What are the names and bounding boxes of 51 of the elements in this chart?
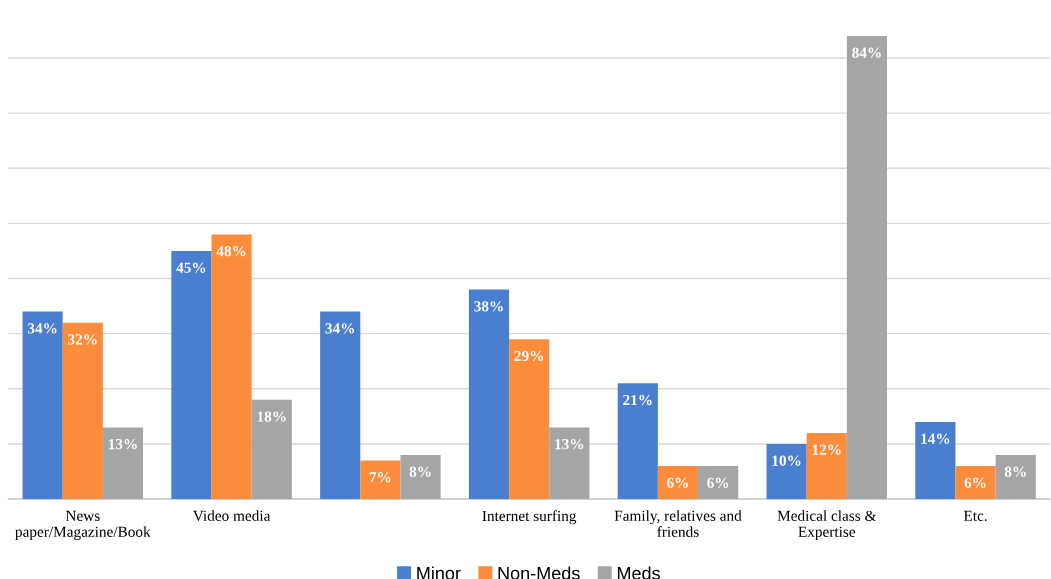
bar [549, 427, 590, 500]
data-label: 45% [176, 262, 206, 273]
legend-label: Non-Meds [498, 566, 580, 579]
bar [400, 454, 441, 500]
data-label: 6% [667, 477, 688, 488]
data-label: 6% [707, 477, 729, 488]
data-label: 34% [325, 323, 355, 334]
data-label: 38% [474, 301, 503, 312]
x-tick-label: Internet surfing [482, 510, 577, 525]
bar [617, 383, 658, 500]
bar [657, 466, 699, 500]
bar [251, 399, 292, 500]
data-label: 7% [369, 472, 391, 483]
data-label: 21% [623, 394, 652, 406]
bar [360, 460, 401, 500]
bar [806, 432, 847, 500]
x-tick-label: News paper/Magazine/Book [15, 510, 151, 541]
data-label: 18% [257, 411, 286, 422]
data-label: 13% [555, 439, 584, 450]
data-label: 29% [514, 350, 544, 362]
legend-label: Meds [617, 566, 660, 579]
data-label: 10% [772, 455, 801, 466]
bar [995, 454, 1036, 500]
bar [955, 466, 996, 500]
bar [509, 339, 550, 500]
bar [171, 250, 212, 500]
bar [62, 322, 103, 500]
bar [22, 311, 63, 500]
bar [102, 427, 144, 500]
x-tick-label: Etc. [963, 510, 987, 522]
bar [915, 421, 956, 500]
bar [211, 234, 252, 500]
x-tick-label: Medical class & Expertise [777, 510, 877, 541]
data-label: 14% [921, 433, 950, 444]
data-label: 8% [1004, 466, 1026, 477]
data-label: 32% [68, 334, 97, 345]
x-tick-label: Video media [192, 510, 271, 522]
bar [320, 311, 361, 500]
data-label: 13% [108, 439, 137, 450]
data-label: 48% [216, 246, 246, 257]
data-label: 34% [27, 323, 57, 334]
data-label: 12% [812, 444, 841, 455]
data-label: 8% [409, 466, 431, 477]
legend-label: Minor [417, 566, 461, 579]
bar [766, 443, 807, 500]
x-tick-label: Family, relatives and friends [614, 510, 742, 537]
data-label: 84% [852, 47, 881, 58]
data-label: 6% [964, 477, 986, 488]
bar [468, 289, 510, 500]
bar [698, 466, 739, 500]
bar [846, 35, 888, 500]
